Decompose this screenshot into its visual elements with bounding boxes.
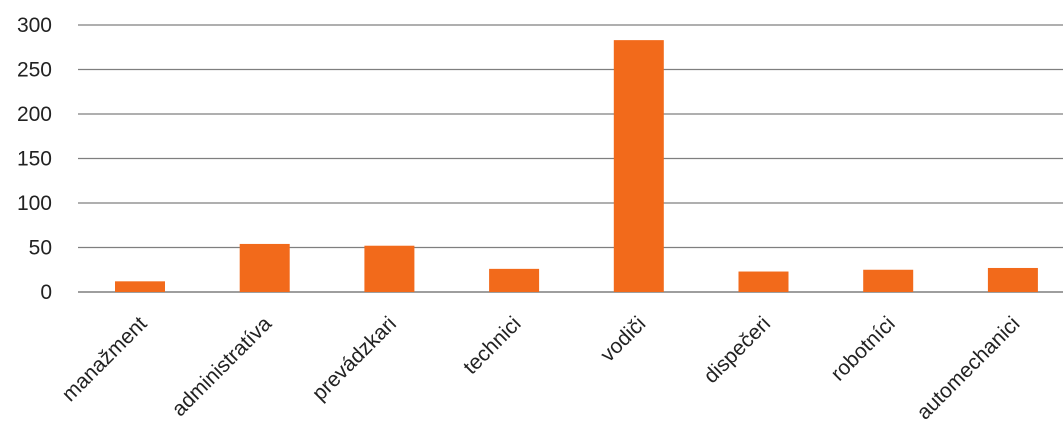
- y-axis: 0 50 100 150 200 250 300: [17, 14, 52, 304]
- bars: [115, 40, 1038, 292]
- x-category-label: prevádzkari: [308, 312, 401, 405]
- bar-1: [239, 243, 290, 292]
- y-tick-label: 200: [17, 103, 52, 126]
- x-category-label: dispečeri: [699, 312, 775, 388]
- bar-2: [364, 245, 415, 292]
- bar-4: [613, 40, 664, 292]
- bar-5: [738, 271, 789, 292]
- y-tick-label: 0: [40, 281, 52, 304]
- x-axis: manažment administratíva prevádzkari techni…: [58, 312, 1025, 424]
- x-category-label: automechanici: [912, 312, 1024, 424]
- x-category-label: robotníci: [827, 312, 900, 385]
- x-category-label: vodiči: [596, 312, 650, 366]
- bar-7: [987, 267, 1038, 292]
- x-category-label: administratíva: [168, 312, 277, 421]
- y-tick-label: 50: [29, 237, 52, 260]
- bar-0: [115, 281, 165, 292]
- bar-6: [863, 269, 914, 292]
- bar-3: [489, 268, 540, 292]
- gridlines: [78, 24, 1063, 293]
- y-tick-label: 300: [17, 14, 52, 37]
- y-tick-label: 150: [17, 148, 52, 171]
- x-category-label: manažment: [58, 312, 152, 406]
- x-category-label: technici: [459, 312, 526, 379]
- y-tick-label: 250: [17, 59, 52, 82]
- y-tick-label: 100: [17, 192, 52, 215]
